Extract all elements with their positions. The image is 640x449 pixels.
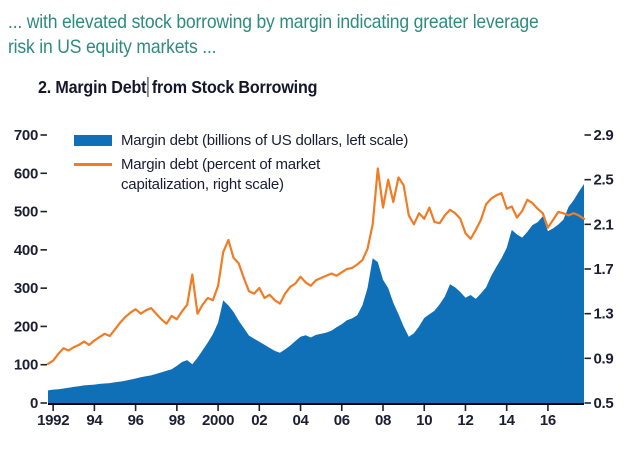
left-axis-tick-label: 600 <box>14 165 38 182</box>
left-axis-tick-label: 200 <box>14 318 38 335</box>
left-axis-tick-label: 100 <box>14 357 38 374</box>
left-axis-tick-label: 0 <box>30 395 38 412</box>
x-axis-tick-label: 12 <box>457 412 473 429</box>
left-axis-tick-label: 400 <box>14 242 38 259</box>
x-axis-tick-label: 16 <box>540 412 556 429</box>
x-axis-tick-label: 94 <box>86 412 103 429</box>
x-axis-tick-label: 06 <box>334 412 350 429</box>
x-axis-tick-label: 98 <box>169 412 185 429</box>
right-axis-tick-label: 0.5 <box>594 395 614 412</box>
x-axis-tick-label: 10 <box>416 412 432 429</box>
margin-debt-area-series <box>48 184 584 404</box>
legend-item-margin-debt-billions: Margin debt (billions of US dollars, lef… <box>74 131 434 151</box>
x-axis-tick-label: 08 <box>375 412 391 429</box>
x-axis-tick-label: 02 <box>251 412 267 429</box>
left-axis-tick-label: 300 <box>14 280 38 297</box>
panel-caption: ... with elevated stock borrowing by mar… <box>8 10 571 61</box>
margin-debt-percent-line-series <box>46 167 586 365</box>
right-axis-tick-label: 1.7 <box>594 261 614 278</box>
chart-legend: Margin debt (billions of US dollars, lef… <box>74 131 434 198</box>
caption-line-1: ... with elevated stock borrowing by mar… <box>8 11 539 33</box>
right-axis-tick-label: 2.9 <box>594 127 614 144</box>
legend-label-margin-debt-billions: Margin debt (billions of US dollars, lef… <box>121 132 409 149</box>
x-axis-tick-label: 14 <box>499 412 516 429</box>
right-axis-tick-label: 2.5 <box>594 172 614 189</box>
legend-swatch-line-icon <box>74 162 112 166</box>
x-axis-tick-label: 2000 <box>202 412 234 429</box>
x-axis-tick-label: 1992 <box>37 412 69 429</box>
right-axis-tick-label: 0.9 <box>594 350 614 367</box>
chart-title: 2. Margin Debt from Stock Borrowing <box>38 77 317 98</box>
chart-title-text-before-cursor: 2. Margin Debt <box>38 77 147 97</box>
legend-label-margin-debt-percent: Margin debt (percent of market capitaliz… <box>121 155 321 193</box>
x-axis-tick-label: 96 <box>128 412 144 429</box>
left-axis-tick-label: 500 <box>14 204 38 221</box>
right-axis-tick-label: 1.3 <box>594 306 614 323</box>
chart-title-text-after-cursor: from Stock Borrowing <box>151 77 318 97</box>
legend-item-margin-debt-percent: Margin debt (percent of market capitaliz… <box>74 155 434 195</box>
right-axis-tick-label: 2.1 <box>594 216 614 233</box>
x-axis-tick-label: 04 <box>292 412 309 429</box>
text-cursor <box>147 77 149 97</box>
left-axis-tick-label: 700 <box>14 127 38 144</box>
margin-debt-chart-canvas: 0 100 200 300 400 500 600 700 0.5 0.9 1.3 1.7 2.1 2.5… <box>14 127 614 429</box>
caption-line-2: risk in US equity markets ... <box>8 36 217 59</box>
legend-swatch-area-icon <box>74 135 112 146</box>
